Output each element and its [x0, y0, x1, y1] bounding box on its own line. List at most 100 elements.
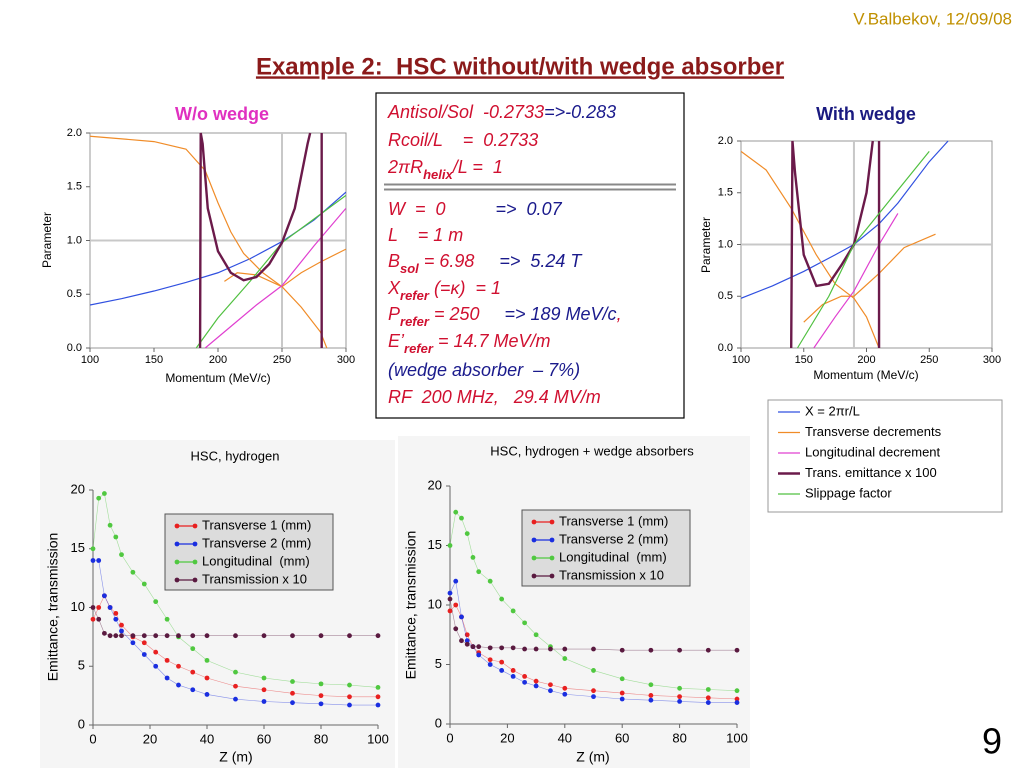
data-point [705, 647, 711, 653]
info-subscript: refer [400, 288, 430, 303]
data-point [464, 638, 470, 644]
y-tick-label: 2.0 [718, 135, 733, 147]
data-point [204, 633, 210, 639]
y-tick-label: 20 [428, 477, 442, 492]
series-line [796, 150, 930, 349]
x-tick-label: 20 [143, 731, 157, 746]
data-point [107, 633, 113, 639]
info-line: 2πRhelix/L = 1 [387, 157, 503, 182]
info-text: Rcoil/L = 0.2733 [388, 130, 538, 150]
info-text: W = 0 [388, 199, 446, 219]
x-tick-label: 200 [209, 354, 227, 366]
data-point [562, 691, 568, 697]
data-point [487, 657, 493, 663]
info-line: (wedge absorber – 7%) [388, 360, 580, 380]
data-point [464, 641, 470, 647]
data-point [119, 622, 124, 628]
legend-marker [174, 577, 180, 583]
legend-label: Longitudinal (mm) [559, 549, 667, 564]
data-point [119, 633, 124, 639]
data-point [153, 663, 159, 669]
legend-label: Transverse 1 (mm) [559, 513, 668, 528]
data-point [648, 693, 654, 698]
legend-marker [531, 537, 537, 543]
data-point [190, 633, 196, 639]
series-line [224, 248, 346, 288]
series-line [803, 233, 936, 323]
data-point [141, 581, 147, 587]
chart-panel [40, 440, 395, 768]
data-point [102, 593, 107, 599]
data-point [233, 669, 238, 675]
data-point [113, 534, 119, 540]
info-line: E’refer = 14.7 MeV/m [388, 331, 551, 356]
info-text: = 250 [429, 304, 480, 324]
data-point [96, 616, 102, 622]
data-point [734, 688, 740, 694]
data-point [347, 682, 352, 688]
data-point [510, 668, 516, 673]
legend-marker [549, 555, 555, 561]
data-point [347, 694, 352, 700]
data-point [90, 546, 96, 552]
data-point [533, 683, 539, 689]
data-point [261, 675, 267, 681]
legend-marker [192, 541, 198, 547]
data-point [107, 605, 113, 610]
data-point [107, 522, 113, 528]
data-point [677, 647, 682, 653]
legend-marker [531, 555, 537, 561]
data-point [90, 605, 96, 610]
data-point [487, 578, 493, 584]
info-subscript: refer [404, 341, 434, 356]
info-text: = 6.98 [419, 251, 475, 271]
data-point [476, 652, 482, 658]
info-text: = 14.7 MeV/m [433, 331, 551, 351]
data-point [290, 633, 295, 639]
data-point [591, 688, 596, 694]
info-subscript: helix [423, 167, 453, 182]
y-tick-label: 0.0 [67, 342, 82, 354]
data-point [548, 682, 553, 688]
data-point [591, 694, 596, 700]
data-point [522, 646, 528, 652]
legend-label: Trans. emittance x 100 [805, 465, 937, 480]
info-line: Xrefer (=κ) = 1 [387, 278, 501, 303]
data-point [619, 647, 625, 653]
data-point [90, 558, 96, 563]
data-point [619, 696, 625, 702]
data-point [204, 657, 210, 663]
x-tick-label: 300 [337, 354, 355, 366]
data-point [318, 681, 324, 687]
data-point [113, 610, 119, 616]
data-point [705, 700, 711, 705]
x-tick-label: 100 [732, 354, 750, 366]
data-point [261, 699, 267, 704]
data-point [533, 678, 539, 684]
info-text: , [617, 304, 622, 324]
data-point [375, 633, 381, 639]
data-point [119, 628, 124, 634]
y-axis-label: Parameter [699, 217, 713, 273]
data-point [562, 646, 568, 652]
x-tick-label: 0 [446, 730, 453, 745]
data-point [648, 682, 654, 688]
data-point [522, 620, 528, 626]
data-point [164, 616, 170, 622]
data-point [548, 688, 553, 694]
series-line [204, 207, 346, 349]
series-line [198, 132, 323, 349]
data-point [522, 679, 528, 685]
y-tick-label: 15 [428, 537, 442, 552]
data-point [119, 552, 124, 558]
x-tick-label: 100 [726, 730, 748, 745]
legend-label: Transverse decrements [805, 424, 942, 439]
x-tick-label: 150 [145, 354, 163, 366]
data-point [164, 657, 170, 663]
info-text: Antisol/Sol -0.2733 [387, 102, 544, 122]
data-point [164, 633, 170, 639]
x-tick-label: 300 [983, 354, 1001, 366]
info-text: X [387, 278, 401, 298]
data-point [591, 668, 596, 673]
data-point [318, 693, 324, 699]
